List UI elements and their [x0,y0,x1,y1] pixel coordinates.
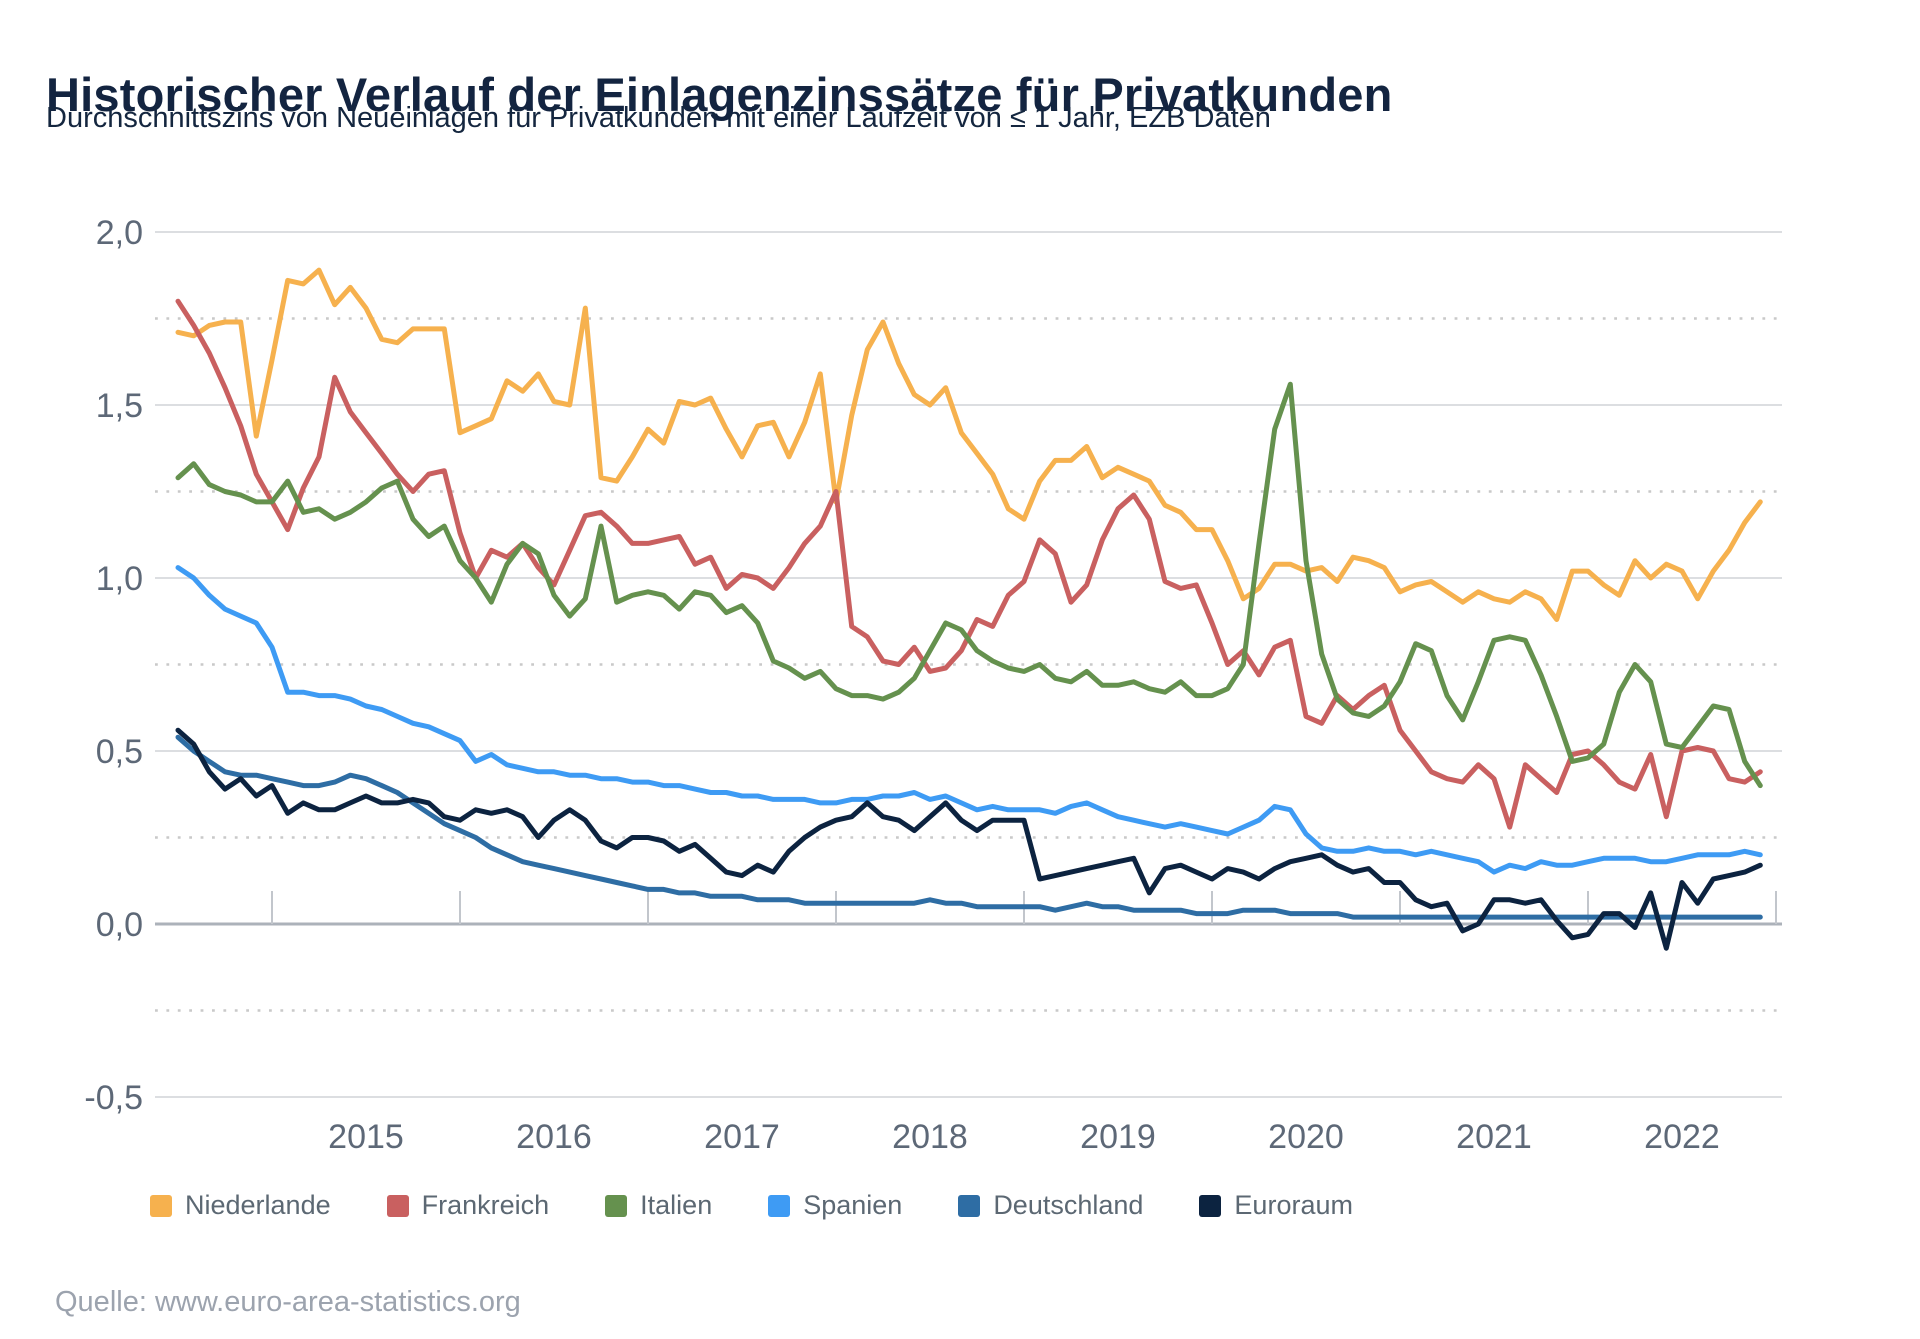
y-axis-label: 1,5 [96,387,143,425]
y-axis-label: 1,0 [96,560,143,598]
x-axis-label: 2020 [1268,1118,1344,1156]
legend-swatch-icon [958,1194,981,1217]
source-note: Quelle: www.euro-area-statistics.org [55,1286,521,1318]
legend-item-frankreich: Frankreich [386,1190,550,1221]
legend-swatch-icon [1199,1194,1222,1217]
legend-label: Italien [640,1190,713,1220]
legend-label: Spanien [803,1190,903,1220]
legend-item-euroraum: Euroraum [1199,1190,1353,1221]
series-line-niederlande [175,267,1763,622]
page-title: Historischer Verlauf der Einlagenzinssät… [46,68,1393,122]
y-axis-label: 0,0 [96,906,143,944]
x-axis-label: 2022 [1644,1118,1720,1156]
series-line-deutschland [175,734,1763,920]
legend-label: Euroraum [1234,1190,1353,1220]
x-axis-label: 2018 [892,1118,968,1156]
legend-swatch-icon [768,1194,791,1217]
x-axis-label: 2015 [328,1118,404,1156]
legend-swatch-icon [605,1194,628,1217]
legend-swatch-icon [150,1194,172,1217]
legend-label: Deutschland [993,1190,1144,1220]
y-axis-label: 0,5 [96,733,143,771]
legend-item-deutschland: Deutschland [958,1190,1143,1221]
x-axis-label: 2021 [1456,1118,1532,1156]
y-axis-label: -0,5 [84,1079,143,1117]
x-axis-label: 2016 [516,1118,592,1156]
legend-item-niederlande: Niederlande [150,1190,331,1221]
x-axis-label: 2017 [704,1118,780,1156]
series-line-spanien [175,565,1763,875]
legend-label: Frankreich [421,1190,550,1220]
legend-item-spanien: Spanien [768,1190,902,1221]
legend-item-italien: Italien [605,1190,712,1221]
chart-legend: Niederlande Frankreich Italien Spanien Deuts… [150,1190,1353,1221]
series-line-euroraum [175,727,1763,951]
y-axis-label: 2,0 [96,214,143,252]
legend-swatch-icon [386,1194,409,1217]
legend-label: Niederlande [185,1190,331,1220]
series-line-frankreich [175,298,1763,830]
series-line-italien [175,381,1763,789]
x-axis-label: 2019 [1080,1118,1156,1156]
page-subtitle: Durchschnittszins von Neueinlagen für Pr… [46,102,1271,134]
